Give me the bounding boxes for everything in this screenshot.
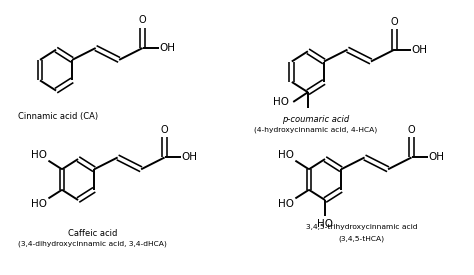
Text: HO: HO	[31, 150, 47, 160]
Text: HO: HO	[273, 97, 289, 107]
Text: p-coumaric acid: p-coumaric acid	[282, 115, 349, 124]
Text: OH: OH	[182, 152, 198, 163]
Text: O: O	[391, 17, 398, 27]
Text: (3,4-dihydroxycinnamic acid, 3,4-dHCA): (3,4-dihydroxycinnamic acid, 3,4-dHCA)	[18, 241, 167, 248]
Text: OH: OH	[428, 152, 445, 163]
Text: HO: HO	[317, 219, 333, 229]
Text: OH: OH	[160, 43, 176, 53]
Text: (3,4,5-tHCA): (3,4,5-tHCA)	[338, 236, 385, 242]
Text: HO: HO	[278, 150, 294, 160]
Text: (4-hydroxycinnamic acid, 4-HCA): (4-hydroxycinnamic acid, 4-HCA)	[254, 127, 377, 133]
Text: O: O	[161, 125, 168, 135]
Text: O: O	[408, 125, 415, 135]
Text: Caffeic acid: Caffeic acid	[68, 229, 118, 238]
Text: Cinnamic acid (CA): Cinnamic acid (CA)	[18, 112, 99, 121]
Text: OH: OH	[411, 45, 428, 55]
Text: HO: HO	[278, 199, 294, 210]
Text: 3,4,5-trihydroxycinnamic acid: 3,4,5-trihydroxycinnamic acid	[306, 224, 418, 230]
Text: HO: HO	[31, 199, 47, 210]
Text: O: O	[139, 15, 146, 25]
